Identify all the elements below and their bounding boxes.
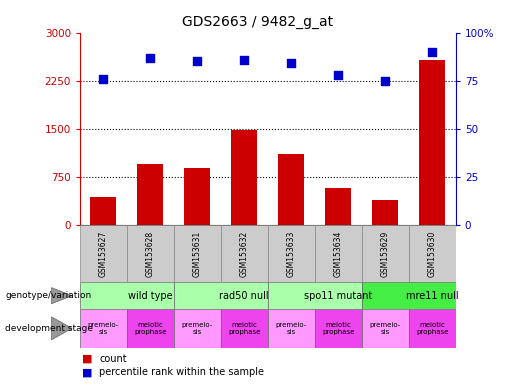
Text: wild type: wild type: [128, 291, 173, 301]
Bar: [91, 197, 116, 225]
Bar: [372, 200, 398, 225]
Point: [240, 56, 248, 63]
Polygon shape: [52, 317, 72, 340]
Text: GSM153628: GSM153628: [146, 230, 155, 276]
Bar: [174, 282, 268, 309]
Bar: [315, 309, 362, 348]
Bar: [174, 309, 221, 348]
Text: spo11 mutant: spo11 mutant: [304, 291, 372, 301]
Bar: [174, 225, 221, 282]
Bar: [80, 309, 127, 348]
Bar: [268, 225, 315, 282]
Point: [287, 60, 296, 66]
Text: genotype/variation: genotype/variation: [5, 291, 91, 300]
Bar: [315, 225, 362, 282]
Text: GSM153633: GSM153633: [287, 230, 296, 276]
Text: GSM153627: GSM153627: [99, 230, 108, 276]
Bar: [409, 225, 456, 282]
Bar: [184, 168, 210, 225]
Text: rad50 null: rad50 null: [219, 291, 269, 301]
Bar: [268, 282, 362, 309]
Bar: [362, 309, 409, 348]
Bar: [221, 309, 268, 348]
Text: meiotic
prophase: meiotic prophase: [134, 322, 166, 335]
Point: [146, 55, 154, 61]
Text: GSM153632: GSM153632: [240, 230, 249, 276]
Bar: [127, 309, 174, 348]
Polygon shape: [52, 288, 72, 304]
Bar: [362, 282, 456, 309]
Text: GSM153634: GSM153634: [334, 230, 343, 276]
Bar: [409, 309, 456, 348]
Point: [381, 78, 389, 84]
Text: GSM153630: GSM153630: [428, 230, 437, 276]
Text: meiotic
prophase: meiotic prophase: [416, 322, 449, 335]
Text: premeio-
sis: premeio- sis: [276, 322, 307, 335]
Text: GDS2663 / 9482_g_at: GDS2663 / 9482_g_at: [182, 15, 333, 29]
Bar: [419, 60, 445, 225]
Text: development stage: development stage: [5, 324, 93, 333]
Text: percentile rank within the sample: percentile rank within the sample: [99, 367, 264, 377]
Bar: [127, 225, 174, 282]
Text: premeio-
sis: premeio- sis: [182, 322, 213, 335]
Point: [334, 72, 342, 78]
Text: ■: ■: [82, 354, 93, 364]
Text: count: count: [99, 354, 127, 364]
Bar: [221, 225, 268, 282]
Bar: [231, 130, 257, 225]
Point: [193, 58, 201, 65]
Text: meiotic
prophase: meiotic prophase: [228, 322, 261, 335]
Text: meiotic
prophase: meiotic prophase: [322, 322, 354, 335]
Bar: [268, 309, 315, 348]
Text: GSM153631: GSM153631: [193, 230, 202, 276]
Bar: [325, 187, 351, 225]
Bar: [138, 164, 163, 225]
Bar: [279, 154, 304, 225]
Text: mre11 null: mre11 null: [406, 291, 458, 301]
Bar: [80, 282, 174, 309]
Text: GSM153629: GSM153629: [381, 230, 390, 276]
Text: ■: ■: [82, 367, 93, 377]
Bar: [80, 225, 127, 282]
Point: [428, 49, 436, 55]
Point: [99, 76, 108, 82]
Bar: [362, 225, 409, 282]
Text: premeio-
sis: premeio- sis: [370, 322, 401, 335]
Text: premeio-
sis: premeio- sis: [88, 322, 119, 335]
